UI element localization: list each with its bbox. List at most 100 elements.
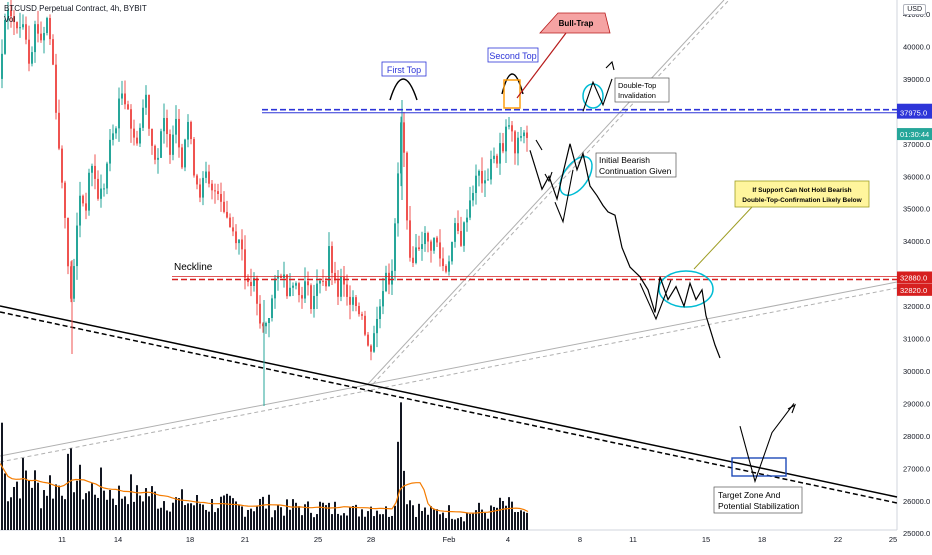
volume-bar — [448, 505, 450, 530]
candle-body — [445, 266, 447, 272]
candle-body — [316, 283, 318, 296]
time-axis: 11 14 18 21 25 28 Feb 4 8 11 15 18 22 25 — [58, 535, 897, 544]
candle-body — [274, 278, 276, 299]
time-tick-label: 21 — [241, 535, 249, 544]
candle-body — [373, 333, 375, 352]
candle-body — [448, 261, 450, 272]
volume-bar — [481, 509, 483, 530]
candle-body — [196, 175, 198, 185]
volume-bar — [412, 505, 414, 530]
arrow-head — [787, 403, 797, 414]
time-tick-label: 18 — [186, 535, 194, 544]
warning-pointer — [693, 206, 753, 270]
candle-body — [523, 132, 525, 137]
volume-bar — [517, 512, 519, 530]
candle-body — [421, 244, 423, 250]
candle-body — [91, 165, 93, 173]
volume-bar — [211, 498, 213, 530]
time-tick-label: 25 — [889, 535, 897, 544]
candle-body — [109, 139, 111, 164]
candle-body — [322, 280, 324, 282]
candle-body — [499, 143, 501, 164]
volume-bar — [172, 502, 174, 530]
volume-bar — [307, 501, 309, 530]
candle-body — [292, 285, 294, 288]
candle-body — [424, 233, 426, 245]
volume-bar — [382, 514, 384, 530]
candle-body — [13, 16, 15, 23]
candle-body — [403, 122, 405, 153]
volume-bar — [355, 504, 357, 530]
volume-bar — [49, 475, 51, 530]
volume-bar — [193, 505, 195, 530]
volume-bar — [319, 501, 321, 530]
volume-bar — [340, 515, 342, 530]
candle-body — [25, 24, 27, 40]
time-tick-label: 25 — [314, 535, 322, 544]
candle-body — [391, 270, 393, 285]
candle-body — [355, 297, 357, 306]
symbol-title: BTCUSD Perpetual Contract, 4h, BYBIT — [4, 4, 147, 13]
candle-body — [484, 180, 486, 184]
volume-bar — [238, 504, 240, 530]
volume-bar — [58, 485, 60, 530]
volume-bar — [457, 518, 459, 530]
candle-body — [136, 137, 138, 144]
volume-bar — [385, 506, 387, 530]
target-label-line1: Target Zone And — [718, 490, 781, 500]
volume-bar — [409, 500, 411, 530]
candle-body — [238, 239, 240, 244]
second-top-label: Second Top — [489, 51, 536, 61]
candle-body — [211, 183, 213, 191]
candle-body — [133, 128, 135, 138]
volume-bar — [379, 514, 381, 530]
volume-bar — [370, 506, 372, 530]
volume-bar — [328, 502, 330, 530]
candle-body — [190, 121, 192, 140]
volume-bar — [181, 489, 183, 530]
volume-bar — [304, 504, 306, 530]
arrow-head — [544, 171, 553, 183]
candle-body — [397, 173, 399, 224]
volume-bar — [187, 503, 189, 530]
candle-body — [361, 314, 363, 316]
price-tick-label: 40000.0 — [903, 42, 930, 51]
volume-bar — [346, 515, 348, 530]
volume-bar — [460, 517, 462, 530]
volume-bar — [136, 485, 138, 530]
volume-bar — [67, 453, 69, 530]
volume-bar — [502, 501, 504, 530]
volume-bar — [160, 507, 162, 530]
candle-body — [385, 272, 387, 292]
volume-bar — [247, 509, 249, 530]
candle-body — [175, 118, 177, 135]
second-top-label-box — [487, 47, 539, 63]
price-label-badge — [897, 128, 932, 141]
volume-bar — [64, 499, 66, 530]
volume-bar — [31, 487, 33, 530]
volume-bar — [7, 501, 9, 530]
candle-body — [124, 93, 126, 105]
volume-bar — [358, 516, 360, 530]
volume-bar — [244, 516, 246, 530]
volume-bar — [214, 512, 216, 530]
target-label-line2: Potential Stabilization — [718, 501, 800, 511]
volume-bar — [271, 517, 273, 530]
price-tick-label: 30000.0 — [903, 367, 930, 376]
time-tick-label: 11 — [629, 535, 637, 544]
candle-body — [313, 295, 315, 310]
volume-bar — [28, 480, 30, 530]
continuation-label-box — [595, 152, 677, 178]
candle-body — [427, 233, 429, 242]
volume-bar — [523, 511, 525, 530]
bull-trap-callout-box — [539, 12, 611, 34]
volume-bar — [418, 503, 420, 530]
candle-body — [487, 179, 489, 181]
volume-bar — [373, 516, 375, 530]
currency-badge[interactable]: USD — [903, 4, 926, 15]
candle-body — [103, 188, 105, 190]
candle-body — [379, 306, 381, 319]
candle-body — [451, 241, 453, 262]
volume-bar — [493, 506, 495, 530]
